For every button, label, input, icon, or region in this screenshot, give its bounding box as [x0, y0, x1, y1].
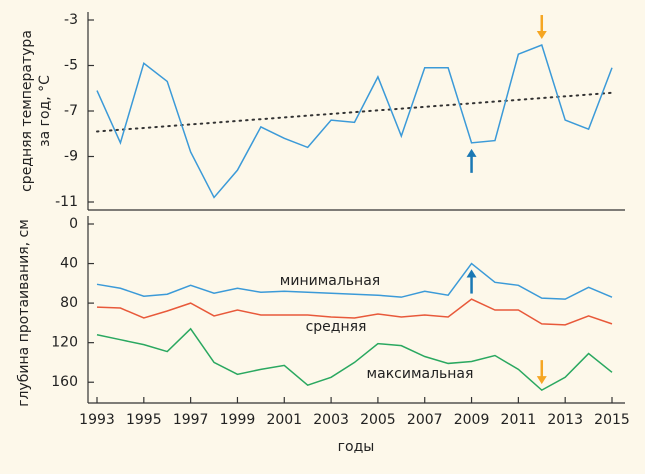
x-tick-label: 2003: [313, 412, 349, 428]
x-tick-label: 2015: [594, 412, 630, 428]
y-tick-label: 160: [51, 374, 78, 390]
arrow: [536, 15, 547, 40]
y-axis-label: средняя температура за год, °C: [19, 30, 53, 192]
data-line: [96, 44, 613, 199]
y-tick-label: -11: [55, 194, 78, 210]
data-line: [96, 298, 613, 326]
x-tick-label: 1993: [79, 412, 115, 428]
y-axis-label-line: за год, °C: [37, 75, 53, 147]
y-tick-label: -7: [64, 103, 78, 119]
trend-line: [96, 91, 613, 133]
y-axis-label-line: глубина протаивания, см: [16, 219, 32, 407]
arrow: [466, 269, 477, 294]
x-tick-label: 1999: [220, 412, 256, 428]
arrow-head: [536, 376, 547, 385]
x-tick-label: 1995: [126, 412, 162, 428]
arrow-head: [536, 31, 547, 40]
y-tick-label: -3: [64, 12, 78, 28]
x-tick-label: 2013: [547, 412, 583, 428]
x-tick-label: 2001: [266, 412, 302, 428]
series-label: минимальная: [280, 273, 380, 289]
x-tick-label: 2005: [360, 412, 396, 428]
y-axis-label-line: средняя температура: [19, 30, 35, 192]
y-tick-label: 80: [60, 295, 78, 311]
y-tick-label: -5: [64, 58, 78, 74]
y-tick-label: 120: [51, 335, 78, 351]
y-tick-label: 40: [60, 256, 78, 272]
x-tick-label: 2009: [454, 412, 490, 428]
x-tick-label: 2007: [407, 412, 443, 428]
x-axis-label: годы: [338, 439, 375, 455]
arrow: [536, 360, 547, 385]
x-tick-label: 1997: [173, 412, 209, 428]
x-tick-label: 2011: [501, 412, 537, 428]
y-axis-label: глубина протаивания, см: [16, 219, 32, 407]
data-line: [96, 327, 613, 392]
y-tick-label: 0: [69, 216, 78, 232]
arrow-head: [466, 148, 477, 157]
y-tick-label: -9: [64, 149, 78, 165]
series-label: средняя: [306, 319, 367, 335]
arrow-head: [466, 269, 477, 278]
arrow: [466, 148, 477, 173]
data-line: [96, 262, 613, 300]
series-label: максимальная: [367, 366, 474, 382]
